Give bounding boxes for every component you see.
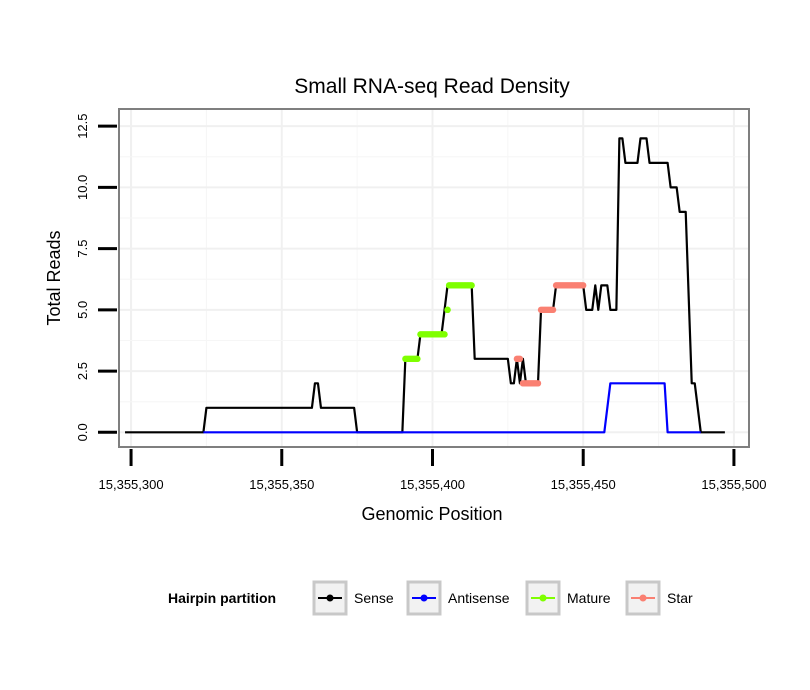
plot-border [118, 108, 750, 448]
legend-label-sense: Sense [354, 590, 394, 606]
legend-dot-sense [326, 594, 334, 602]
legend-dot-antisense [420, 594, 428, 602]
legend-entry-antisense: Antisense [406, 580, 510, 616]
y-tick-label-1: 2.5 [75, 362, 90, 380]
legend-title: Hairpin partition [168, 590, 276, 606]
plot-panel [118, 108, 750, 448]
legend: Hairpin partition Sense Antisense Mature… [168, 580, 693, 616]
series-point-star-1-10 [534, 380, 542, 387]
y-tick-label-3: 7.5 [75, 240, 90, 258]
y-tick-label-0: 0.0 [75, 423, 90, 441]
legend-entry-star: Star [625, 580, 693, 616]
x-tick-label-2: 15,355,400 [400, 477, 465, 492]
x-tick-label-0: 15,355,300 [99, 477, 164, 492]
series-point-mature-0-8 [414, 355, 421, 363]
series-point-star-0-2 [516, 355, 524, 363]
legend-label-mature: Mature [567, 590, 611, 606]
legend-entry-sense: Sense [312, 580, 394, 616]
y-tick-label-5: 12.5 [75, 113, 90, 138]
y-tick-label-2: 5.0 [75, 301, 90, 319]
x-tick-label-3: 15,355,450 [551, 477, 616, 492]
legend-dot-star [639, 594, 647, 602]
legend-entry-mature: Mature [525, 580, 611, 616]
x-tick-label-1: 15,355,350 [249, 477, 314, 492]
y-tick-label-4: 10.0 [75, 175, 90, 200]
y-axis-title: Total Reads [44, 230, 64, 325]
series-point-mature-1-16 [441, 331, 448, 338]
grid-lines [119, 109, 749, 447]
legend-label-star: Star [667, 590, 693, 606]
series-layer [125, 137, 725, 434]
legend-dot-mature [539, 594, 547, 602]
series-point-mature-2-1 [444, 306, 451, 314]
series-point-star-2-8 [549, 306, 557, 314]
series-point-star-3-18 [580, 282, 587, 289]
series-line-antisense [203, 382, 701, 434]
chart-title: Small RNA-seq Read Density [294, 75, 570, 98]
x-tick-label-4: 15,355,500 [701, 477, 766, 492]
x-axis-title: Genomic Position [361, 504, 502, 524]
plot-background [119, 109, 749, 447]
axes: 15,355,300 15,355,350 15,355,400 15,355,450… [75, 113, 766, 492]
legend-label-antisense: Antisense [448, 590, 510, 606]
series-point-mature-3-15 [468, 282, 475, 289]
